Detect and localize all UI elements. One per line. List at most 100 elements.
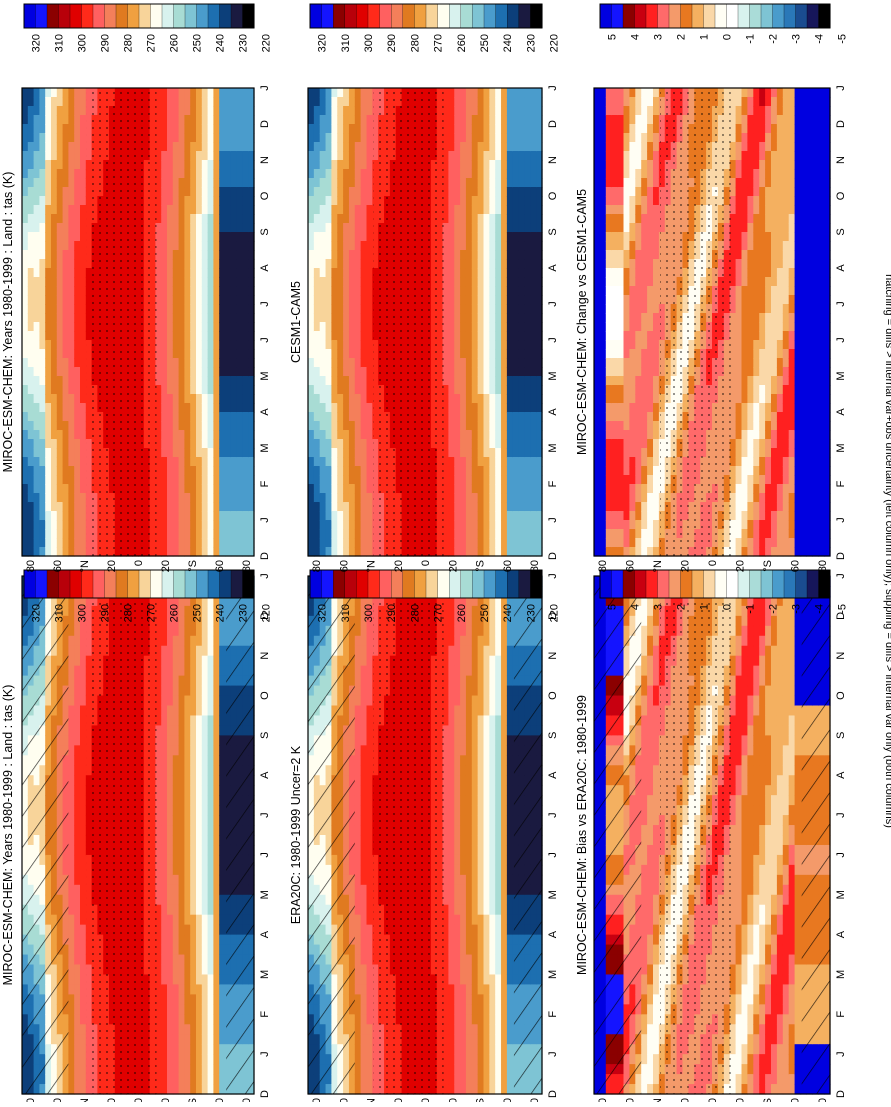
- heatmap-cell: [172, 635, 180, 647]
- heatmap-cell: [366, 655, 373, 667]
- heatmap-cell: [172, 675, 180, 687]
- heatmap-cell: [184, 695, 191, 707]
- heatmap-cell: [454, 605, 461, 617]
- heatmap-cell: [213, 695, 220, 707]
- heatmap-cell: [219, 775, 226, 786]
- heatmap-cell: [172, 1054, 180, 1065]
- heatmap-cell: [161, 934, 168, 946]
- heatmap-cell: [219, 874, 226, 886]
- heatmap-cell: [501, 815, 508, 826]
- heatmap-cell: [471, 914, 479, 926]
- heatmap-cell: [207, 854, 214, 866]
- heatmap-cell: [483, 715, 490, 727]
- month-tick-label: J: [547, 852, 559, 858]
- heatmap-cell: [213, 944, 220, 956]
- heatmap-cell: [354, 625, 362, 637]
- heatmap-cell: [196, 1074, 203, 1085]
- heatmap-cell: [360, 735, 368, 746]
- heatmap-cell: [213, 765, 220, 776]
- heatmap-cell: [219, 1024, 226, 1035]
- heatmap-cell: [184, 904, 191, 916]
- heatmap-cell: [184, 715, 191, 727]
- heatmap-cell: [448, 1034, 455, 1045]
- heatmap-cell: [74, 595, 81, 607]
- heatmap-cell: [641, 805, 648, 816]
- heatmap-cell: [506, 835, 514, 846]
- heatmap-cell: [641, 914, 648, 926]
- heatmap-cell: [161, 805, 168, 816]
- heatmap-cell: [360, 884, 368, 896]
- heatmap-cell: [80, 984, 87, 995]
- heatmap-cell: [366, 765, 373, 776]
- heatmap-cell: [465, 655, 473, 667]
- heatmap-cell: [495, 874, 502, 886]
- heatmap-cell: [190, 904, 197, 916]
- heatmap-cell: [219, 944, 226, 956]
- heatmap-cell: [161, 795, 168, 806]
- heatmap-cell: [366, 1074, 373, 1085]
- heatmap-cell: [489, 884, 496, 896]
- heatmap-cell: [213, 904, 220, 916]
- heatmap-cell: [460, 625, 467, 637]
- heatmap-cell: [219, 994, 226, 1005]
- heatmap-cell: [213, 954, 220, 966]
- heatmap-cell: [190, 1084, 197, 1095]
- heatmap-cell: [196, 1034, 203, 1045]
- heatmap-cell: [155, 785, 162, 796]
- heatmap-cell: [219, 675, 226, 687]
- heatmap-cell: [155, 844, 162, 856]
- heatmap-cell: [201, 1024, 209, 1035]
- heatmap-cell: [442, 755, 449, 766]
- heatmap-cell: [465, 625, 473, 637]
- heatmap-cell: [641, 615, 648, 627]
- heatmap-cell: [80, 864, 87, 876]
- heatmap-cell: [653, 924, 660, 936]
- heatmap-cell: [201, 854, 209, 866]
- heatmap-cell: [477, 1044, 485, 1055]
- heatmap-cell: [207, 934, 214, 946]
- heatmap-cell: [495, 924, 502, 936]
- heatmap-cell: [366, 795, 373, 806]
- heatmap-cell: [495, 934, 502, 946]
- heatmap-cell: [501, 944, 508, 956]
- heatmap-cell: [448, 1084, 455, 1095]
- heatmap-cell: [161, 615, 168, 627]
- heatmap-cell: [219, 715, 226, 727]
- heatmap-cell: [647, 795, 654, 806]
- heatmap-cell: [354, 775, 362, 786]
- heatmap-cell: [506, 964, 514, 976]
- heatmap-cell: [506, 725, 514, 736]
- heatmap-cell: [360, 805, 368, 816]
- heatmap-cell: [167, 695, 174, 707]
- heatmap-cell: [647, 625, 654, 637]
- heatmap-cell: [213, 755, 220, 766]
- heatmap-cell: [190, 625, 197, 637]
- heatmap-cell: [465, 685, 473, 697]
- heatmap-cell: [196, 924, 203, 936]
- heatmap-cell: [213, 884, 220, 896]
- heatmap-cell: [155, 705, 162, 717]
- heatmap-cell: [213, 1044, 220, 1055]
- heatmap-cell: [454, 1084, 461, 1095]
- heatmap-cell: [442, 944, 449, 956]
- heatmap-cell: [471, 854, 479, 866]
- heatmap-cell: [207, 615, 214, 627]
- heatmap-cell: [68, 685, 75, 697]
- heatmap-cell: [161, 755, 168, 766]
- colorbar-swatch: [150, 569, 163, 599]
- heatmap-cell: [460, 745, 467, 756]
- colorbar-label: 310: [54, 604, 66, 622]
- heatmap-cell: [653, 685, 660, 697]
- heatmap-cell: [207, 635, 214, 647]
- colorbar-swatch: [58, 569, 71, 599]
- heatmap-cell: [442, 864, 449, 876]
- heatmap-cell: [201, 735, 209, 746]
- heatmap-cell: [213, 725, 220, 736]
- heatmap-cell: [178, 605, 185, 617]
- heatmap-cell: [167, 765, 174, 776]
- heatmap-cell: [477, 595, 485, 607]
- heatmap-cell: [219, 665, 226, 677]
- heatmap-cell: [354, 695, 362, 707]
- heatmap-cell: [653, 805, 660, 816]
- heatmap-cell: [74, 964, 81, 976]
